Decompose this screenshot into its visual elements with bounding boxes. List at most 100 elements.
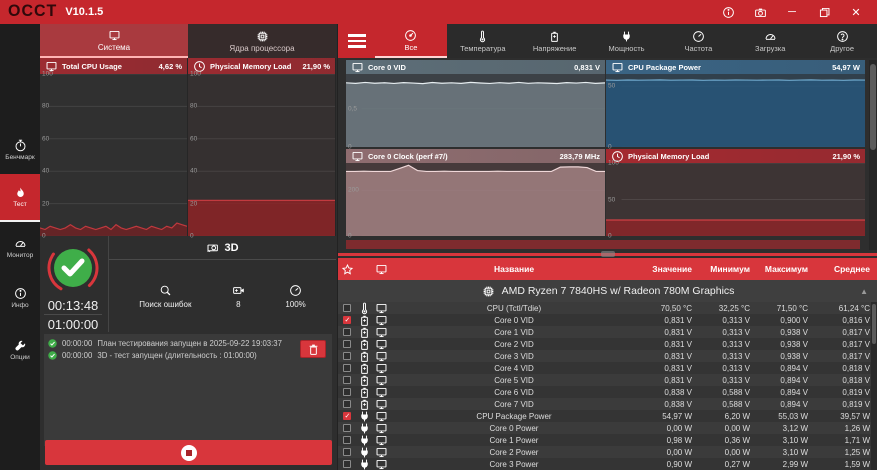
sensor-row[interactable]: Core 5 VID 0,831 V 0,313 V 0,894 V 0,818 V <box>338 374 877 386</box>
device-group-header[interactable]: AMD Ryzen 7 7840HS w/ Radeon 780M Graphi… <box>338 280 877 302</box>
sidebar-item-benchmark[interactable]: Бенчмарк <box>0 126 40 174</box>
row-checkbox[interactable] <box>343 388 351 396</box>
sensor-name: CPU (Tctl/Tdie) <box>486 303 542 313</box>
sensor-row[interactable]: Core 1 VID 0,831 V 0,313 V 0,938 V 0,817 V <box>338 326 877 338</box>
row-checkbox[interactable] <box>343 328 351 336</box>
monitor-icon[interactable] <box>375 338 388 351</box>
tab-power[interactable]: Мощность <box>591 24 663 58</box>
column-avg[interactable]: Среднее <box>833 264 870 274</box>
monitor-icon[interactable] <box>375 302 388 315</box>
sensor-row[interactable]: Core 3 Power 0,90 W 0,27 W 2,99 W 1,59 W <box>338 458 877 470</box>
chart-physical-memory-load[interactable]: Physical Memory Load 21,90 % 100 50 0 <box>606 149 865 240</box>
row-checkbox[interactable] <box>343 352 351 360</box>
row-checkbox[interactable] <box>343 304 351 312</box>
monitor-icon <box>351 61 364 74</box>
monitor-icon[interactable] <box>375 362 388 375</box>
test-log: 00:00:00 План тестирования запущен в 2025… <box>44 334 332 458</box>
sensor-row[interactable]: Core 2 Power 0,00 W 0,00 W 3,10 W 1,25 W <box>338 446 877 458</box>
sensor-row[interactable]: Core 7 VID 0,838 V 0,588 V 0,894 V 0,819 V <box>338 398 877 410</box>
monitor-icon[interactable] <box>375 458 388 470</box>
tab-load[interactable]: Загрузка <box>734 24 806 58</box>
monitor-icon[interactable] <box>375 314 388 327</box>
stop-icon <box>180 444 197 461</box>
sensor-row[interactable]: Core 1 Power 0,98 W 0,36 W 3,10 W 1,71 W <box>338 434 877 446</box>
gpu-icon <box>206 241 219 254</box>
row-checkbox[interactable] <box>343 316 351 324</box>
plug-icon <box>358 458 371 470</box>
tab-voltage[interactable]: Напряжение <box>519 24 591 58</box>
star-icon[interactable] <box>341 263 354 276</box>
chart-physical-memory-load[interactable]: Physical Memory Load 21,90 % 100 80 60 40 20… <box>188 58 336 240</box>
monitor-icon <box>108 29 121 42</box>
sensor-row[interactable]: Core 0 VID 0,831 V 0,313 V 0,900 V 0,816 V <box>338 314 877 326</box>
column-name[interactable]: Название <box>493 264 535 274</box>
tab-system[interactable]: Система <box>40 24 188 58</box>
info-icon[interactable] <box>721 5 735 19</box>
sidebar-label: Инфо <box>11 302 29 309</box>
screenshot-camera-icon[interactable] <box>753 5 767 19</box>
clear-log-button[interactable] <box>300 340 326 358</box>
chart-core0-vid[interactable]: Core 0 VID 0,831 V 0,5 0 <box>346 60 605 151</box>
charts-scrollbar-thumb[interactable] <box>870 64 876 150</box>
row-checkbox[interactable] <box>343 400 351 408</box>
sensor-row[interactable]: Core 0 Power 0,00 W 0,00 W 3,12 W 1,26 W <box>338 422 877 434</box>
monitor-icon[interactable] <box>375 374 388 387</box>
tab-cpu-cores[interactable]: Ядра процессора <box>188 24 336 58</box>
tab-frequency[interactable]: Частота <box>662 24 734 58</box>
monitor-icon[interactable] <box>375 434 388 447</box>
sidebar-item-options[interactable]: Опции <box>0 326 40 374</box>
chart-core0-clock[interactable]: Core 0 Clock (perf #7/) 283,79 MHz 200 0 <box>346 149 605 240</box>
sensor-row[interactable]: CPU Package Power 54,97 W 6,20 W 55,03 W 39,… <box>338 410 877 422</box>
monitor-icon[interactable] <box>375 398 388 411</box>
chart-total-cpu-usage[interactable]: Total CPU Usage 4,62 % 100 80 60 40 20 0 <box>40 58 188 240</box>
column-min[interactable]: Минимум <box>710 264 750 274</box>
sidebar-item-monitor[interactable]: Монитор <box>0 224 40 272</box>
plug-icon <box>620 30 633 43</box>
row-checkbox[interactable] <box>343 436 351 444</box>
titlebar: OCCT V10.1.5 ─ ✕ <box>0 0 877 24</box>
restore-button[interactable] <box>817 5 831 19</box>
column-max[interactable]: Максимум <box>764 264 808 274</box>
menu-button[interactable] <box>338 24 375 58</box>
stop-test-button[interactable] <box>45 440 332 465</box>
table-scrollbar-thumb[interactable] <box>872 304 876 344</box>
tab-other[interactable]: Другое <box>806 24 877 58</box>
sensor-row[interactable]: Core 3 VID 0,831 V 0,313 V 0,938 V 0,817 V <box>338 350 877 362</box>
sensor-row[interactable]: Core 4 VID 0,831 V 0,313 V 0,894 V 0,818 V <box>338 362 877 374</box>
sensor-row[interactable]: CPU (Tctl/Tdie) 70,50 °C 32,25 °C 71,50 °C 6… <box>338 302 877 314</box>
row-checkbox[interactable] <box>343 412 351 420</box>
minimize-button[interactable]: ─ <box>788 6 796 18</box>
gauge-icon <box>692 30 705 43</box>
sidebar-item-info[interactable]: Инфо <box>0 274 40 322</box>
plug-icon <box>358 410 371 423</box>
close-button[interactable]: ✕ <box>851 6 861 19</box>
row-checkbox[interactable] <box>343 424 351 432</box>
tab-all[interactable]: Все <box>375 24 447 58</box>
sensor-row[interactable]: Core 6 VID 0,838 V 0,588 V 0,894 V 0,819 V <box>338 386 877 398</box>
row-checkbox[interactable] <box>343 460 351 468</box>
tab-label: Система <box>97 42 131 52</box>
sensor-name: Core 4 VID <box>494 363 534 373</box>
chevron-up-icon[interactable]: ▲ <box>860 286 868 296</box>
row-checkbox[interactable] <box>343 340 351 348</box>
monitor-icon[interactable] <box>375 386 388 399</box>
monitor-icon[interactable] <box>375 350 388 363</box>
monitor-icon[interactable] <box>375 422 388 435</box>
row-checkbox[interactable] <box>343 364 351 372</box>
column-value[interactable]: Значение <box>652 264 692 274</box>
row-checkbox[interactable] <box>343 376 351 384</box>
chart-cpu-package-power[interactable]: CPU Package Power 54,97 W 50 0 <box>606 60 865 151</box>
sidebar-item-test[interactable]: Тест <box>0 174 40 222</box>
panel-splitter[interactable] <box>338 251 877 257</box>
sensor-max: 0,894 V <box>780 387 808 397</box>
monitoring-panel: Все Температура Напряжение Мощность Част… <box>337 24 877 470</box>
monitor-icon[interactable] <box>375 410 388 423</box>
sensor-row[interactable]: Core 2 VID 0,831 V 0,313 V 0,938 V 0,817 V <box>338 338 877 350</box>
row-checkbox[interactable] <box>343 448 351 456</box>
sensor-avg: 0,817 V <box>842 327 870 337</box>
plug-icon <box>358 446 371 459</box>
monitor-icon[interactable] <box>375 326 388 339</box>
monitor-icon[interactable] <box>375 263 388 276</box>
tab-temperature[interactable]: Температура <box>447 24 519 58</box>
monitor-icon[interactable] <box>375 446 388 459</box>
